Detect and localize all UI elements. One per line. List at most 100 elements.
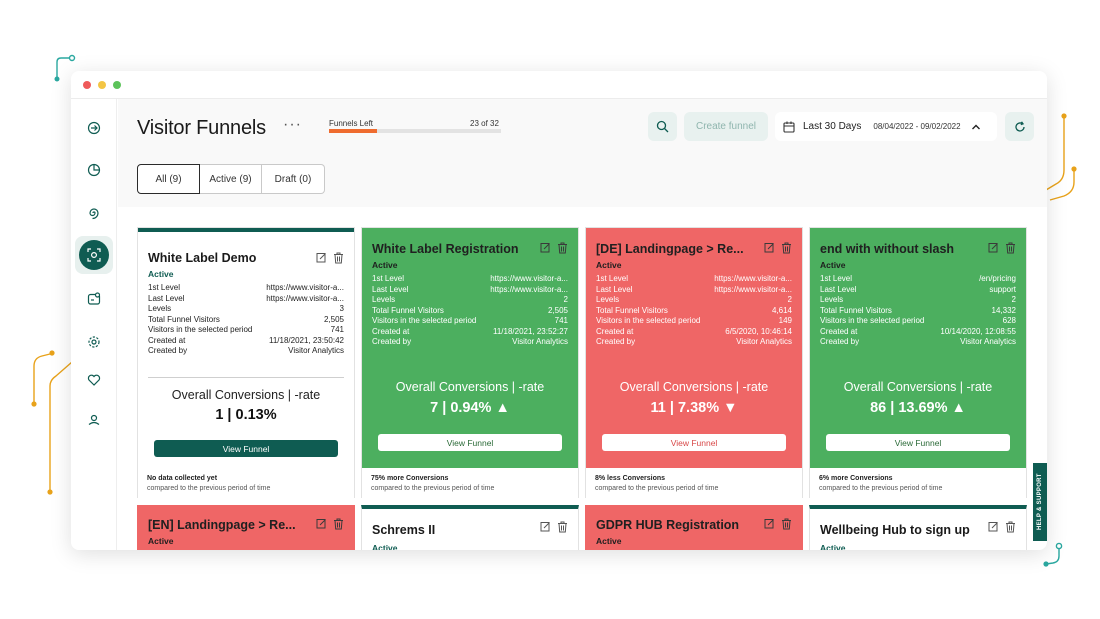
- sidebar-item-forms[interactable]: [79, 284, 109, 314]
- funnel-card-title: GDPR HUB Registration: [596, 518, 740, 532]
- tab-draft[interactable]: Draft (0): [262, 164, 325, 194]
- comparison-subtitle: compared to the previous period of time: [595, 485, 719, 492]
- create-funnel-button[interactable]: Create funnel: [684, 112, 768, 141]
- detail-row: Last Level https://www.visitor-a...: [372, 285, 568, 296]
- detail-row: Levels 3: [148, 304, 344, 315]
- detail-row: Levels 2: [372, 295, 568, 306]
- funnel-card-status: Active: [820, 260, 846, 270]
- detail-row: Total Funnel Visitors 2,505: [148, 315, 344, 326]
- comparison-subtitle: compared to the previous period of time: [371, 485, 495, 492]
- search-icon: [656, 120, 669, 133]
- view-funnel-button[interactable]: View Funnel: [602, 434, 786, 451]
- edit-icon[interactable]: [316, 518, 327, 529]
- sidebar-active-indicator: [79, 240, 109, 270]
- settings-icon: [88, 336, 100, 348]
- sidebar-item-statistics[interactable]: [79, 155, 109, 185]
- detail-row: Created at 11/18/2021, 23:52:27: [372, 327, 568, 338]
- funnel-card-body: White Label Registration Active 1st Level h…: [362, 228, 578, 468]
- edit-icon[interactable]: [988, 242, 999, 253]
- trash-icon[interactable]: [333, 518, 344, 530]
- search-button[interactable]: [648, 112, 677, 141]
- detail-key: Total Funnel Visitors: [148, 314, 220, 324]
- tab-all[interactable]: All (9): [137, 164, 200, 194]
- detail-row: Created at 11/18/2021, 23:50:42: [148, 336, 344, 347]
- edit-icon[interactable]: [764, 242, 775, 253]
- spiral-icon: [89, 208, 99, 220]
- sidebar-item-settings[interactable]: [79, 327, 109, 357]
- trash-icon[interactable]: [333, 252, 344, 264]
- funnel-card-footer: 6% more Conversions compared to the previ…: [810, 468, 1026, 499]
- detail-row: Total Funnel Visitors 4,614: [596, 306, 792, 317]
- detail-key: Created by: [148, 346, 188, 355]
- edit-icon[interactable]: [540, 242, 551, 253]
- detail-value: support: [989, 284, 1016, 294]
- tab-active[interactable]: Active (9): [200, 164, 262, 194]
- view-funnel-button[interactable]: View Funnel: [826, 434, 1010, 451]
- trash-icon[interactable]: [557, 242, 568, 254]
- minimize-window-button[interactable]: [98, 80, 106, 89]
- page-title: Visitor Funnels: [137, 117, 266, 139]
- detail-row: 1st Level https://www.visitor-a...: [372, 274, 568, 285]
- close-window-button[interactable]: [83, 80, 91, 89]
- trash-icon[interactable]: [1005, 521, 1016, 533]
- calendar-icon: [783, 121, 795, 133]
- funnel-card-details: 1st Level https://www.visitor-a... Last Le…: [372, 274, 568, 348]
- detail-value: Visitor Analytics: [512, 337, 568, 346]
- detail-value: /en/pricing: [979, 274, 1016, 283]
- app-window: Visitor Funnels ··· Funnels Left 23 of 3…: [71, 71, 1047, 550]
- sidebar-item-account[interactable]: [79, 404, 109, 434]
- help-support-tab[interactable]: HELP & SUPPORT: [1033, 463, 1047, 541]
- window-titlebar: [71, 71, 1047, 99]
- sidebar-item-favorites[interactable]: [79, 365, 109, 395]
- conversions-title: Overall Conversions | -rate: [395, 380, 545, 394]
- detail-value: 2: [563, 295, 568, 304]
- detail-key: Visitors in the selected period: [148, 325, 253, 334]
- maximize-window-button[interactable]: [113, 80, 121, 89]
- funnel-card-actions: [540, 521, 568, 533]
- decorative-circuit-top-left: [54, 54, 76, 82]
- view-funnel-button[interactable]: View Funnel: [154, 440, 338, 457]
- more-options-button[interactable]: ···: [283, 116, 302, 133]
- detail-value: https://www.visitor-a...: [714, 284, 792, 294]
- funnel-card-footer: No data collected yet compared to the pre…: [138, 468, 354, 499]
- edit-icon[interactable]: [316, 252, 327, 263]
- trash-icon[interactable]: [781, 242, 792, 254]
- conversions-value: 7 | 0.94% ▲: [430, 400, 510, 416]
- funnel-card-actions: [764, 242, 792, 254]
- funnel-card-body: White Label Demo Active 1st Level https://w…: [138, 228, 354, 468]
- trash-icon[interactable]: [557, 521, 568, 533]
- detail-key: Last Level: [372, 284, 409, 294]
- detail-value: 6/5/2020, 10:46:14: [725, 326, 792, 336]
- edit-icon[interactable]: [988, 521, 999, 532]
- funnel-card-details: 1st Level https://www.visitor-a... Last Le…: [148, 283, 344, 357]
- detail-value: 2: [787, 295, 792, 304]
- sidebar-item-funnels[interactable]: [75, 236, 113, 274]
- trash-icon[interactable]: [1005, 242, 1016, 254]
- comparison-title: 6% more Conversions: [819, 475, 893, 482]
- edit-icon[interactable]: [540, 521, 551, 532]
- funnel-card-title: [DE] Landingpage > Re...: [596, 242, 744, 256]
- funnel-card-status: Active: [148, 536, 174, 546]
- sidebar-item-dashboard[interactable]: [79, 113, 109, 143]
- detail-value: https://www.visitor-a...: [266, 283, 344, 292]
- detail-row: Visitors in the selected period 741: [148, 325, 344, 336]
- trash-icon[interactable]: [781, 518, 792, 530]
- funnel-card-title: White Label Demo: [148, 251, 257, 265]
- view-funnel-button[interactable]: View Funnel: [378, 434, 562, 451]
- detail-value: 14,332: [991, 305, 1016, 315]
- conversions-value: 1 | 0.13%: [215, 407, 277, 423]
- detail-row: Last Level support: [820, 285, 1016, 296]
- detail-key: 1st Level: [372, 274, 405, 283]
- funnel-card-actions: [764, 518, 792, 530]
- comparison-subtitle: compared to the previous period of time: [147, 485, 271, 492]
- detail-key: Levels: [820, 295, 844, 304]
- detail-value: 11/18/2021, 23:52:27: [492, 326, 568, 336]
- detail-value: 10/14/2020, 12:08:55: [940, 326, 1016, 336]
- sidebar-item-recordings[interactable]: [79, 198, 109, 228]
- funnel-card-title: [EN] Landingpage > Re...: [148, 518, 296, 532]
- date-range-picker[interactable]: Last 30 Days 08/04/2022 - 09/02/2022: [775, 112, 997, 141]
- detail-value: https://www.visitor-a...: [714, 274, 792, 283]
- edit-icon[interactable]: [764, 518, 775, 529]
- refresh-button[interactable]: [1005, 112, 1034, 141]
- detail-key: Total Funnel Visitors: [820, 305, 892, 315]
